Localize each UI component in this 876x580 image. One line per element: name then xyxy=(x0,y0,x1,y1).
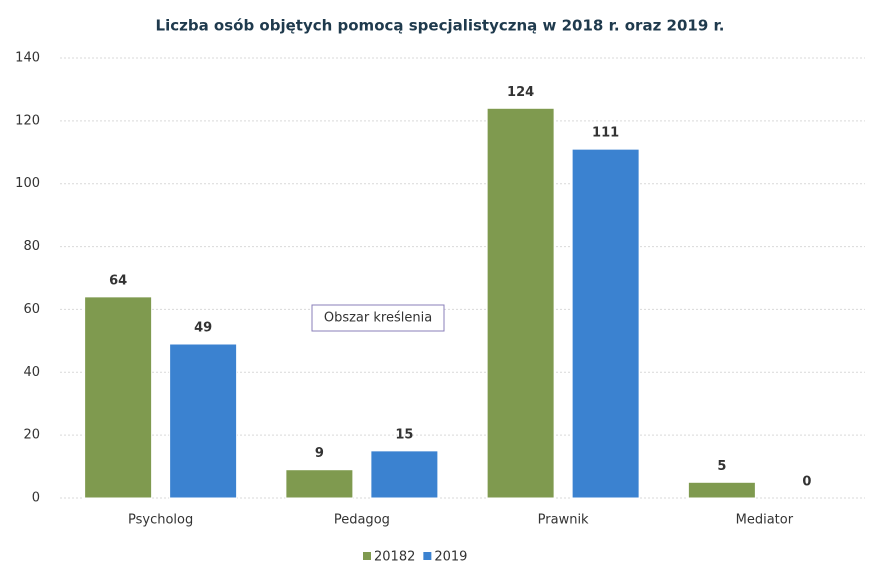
y-tick-label: 80 xyxy=(23,239,40,254)
value-label: 124 xyxy=(507,85,534,100)
annotation: Obszar kreślenia xyxy=(324,311,432,326)
y-tick-label: 100 xyxy=(15,176,40,191)
bar xyxy=(370,450,439,499)
bar xyxy=(486,107,555,499)
y-tick-label: 140 xyxy=(15,51,40,66)
chart-title: Liczba osób objętych pomocą specjalistyc… xyxy=(156,17,725,35)
legend-label: 20182 xyxy=(374,550,415,565)
x-tick-label: Psycholog xyxy=(128,513,193,528)
y-tick-label: 40 xyxy=(23,365,40,380)
value-label: 0 xyxy=(802,475,811,490)
bar xyxy=(687,481,756,499)
value-label: 111 xyxy=(592,126,619,141)
value-label: 15 xyxy=(395,427,413,442)
legend-swatch xyxy=(423,552,432,560)
value-label: 49 xyxy=(194,321,212,336)
value-label: 5 xyxy=(717,459,726,474)
y-tick-label: 60 xyxy=(23,302,40,317)
y-tick-label: 120 xyxy=(15,113,40,128)
bar xyxy=(169,343,238,499)
annotation-box xyxy=(311,304,445,332)
bar xyxy=(571,148,640,499)
legend-swatch xyxy=(363,552,371,560)
x-tick-label: Mediator xyxy=(736,513,794,528)
y-tick-label: 20 xyxy=(23,428,40,443)
bar xyxy=(84,296,153,499)
y-tick-label: 0 xyxy=(32,491,40,506)
x-tick-label: Prawnik xyxy=(538,513,589,528)
bar xyxy=(285,469,354,499)
legend-label: 2019 xyxy=(434,550,467,565)
value-label: 9 xyxy=(315,446,324,461)
x-tick-label: Pedagog xyxy=(334,513,390,528)
value-label: 64 xyxy=(109,273,127,288)
